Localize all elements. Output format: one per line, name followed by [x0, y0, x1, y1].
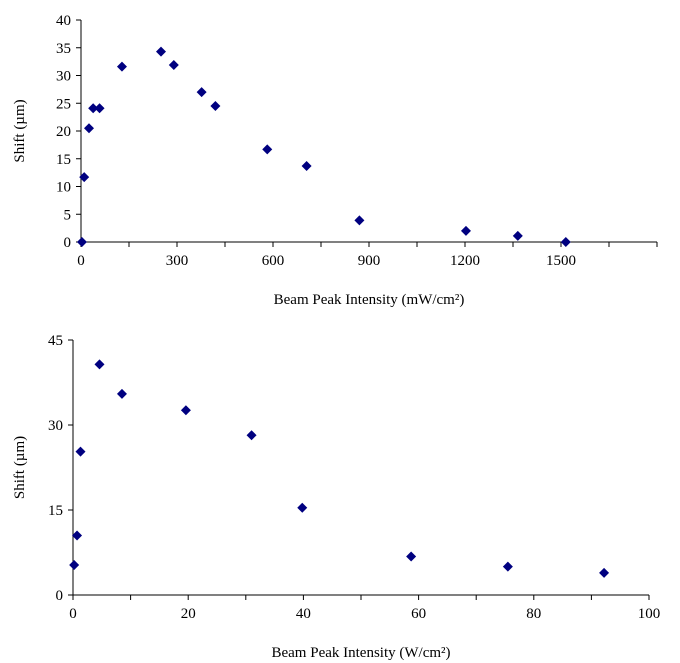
- data-point: [94, 103, 105, 114]
- y-tick-label: 40: [56, 13, 71, 29]
- y-tick-label: 45: [48, 333, 63, 349]
- y-tick-label: 30: [48, 418, 63, 434]
- x-tick-label: 1500: [546, 253, 576, 269]
- data-points: [76, 46, 571, 247]
- y-tick-label: 30: [56, 69, 71, 85]
- x-tick-label: 0: [77, 253, 85, 269]
- x-tick-label: 300: [166, 253, 189, 269]
- x-tick-label: 100: [638, 606, 661, 622]
- x-ticks: 0 300 600 900 1200 1500: [77, 242, 658, 269]
- data-point: [210, 101, 221, 112]
- x-tick-label: 1200: [450, 253, 480, 269]
- y-tick-label: 0: [56, 588, 64, 604]
- data-point: [560, 237, 571, 247]
- data-point: [94, 359, 105, 370]
- data-point: [84, 123, 94, 134]
- data-point: [599, 567, 610, 578]
- y-tick-label: 15: [56, 152, 71, 168]
- data-point: [75, 446, 86, 457]
- data-point: [168, 59, 179, 70]
- data-point: [88, 103, 99, 114]
- y-axis-label: Shift (µm): [12, 436, 28, 499]
- chart-top: 0 5 10 15 20 25 30 35 40 0 300 600 900 1200 1500 Beam…: [12, 13, 658, 308]
- data-point: [301, 160, 312, 171]
- data-point: [69, 559, 80, 570]
- chart-bottom: 0 15 30 45 0 20 40 60 80 100 Beam Peak Intensity…: [12, 333, 660, 661]
- data-point: [502, 561, 513, 572]
- data-points: [69, 359, 610, 578]
- data-point: [116, 61, 127, 72]
- x-tick-label: 80: [526, 606, 541, 622]
- y-axis-label: Shift (µm): [12, 99, 28, 162]
- y-tick-label: 25: [56, 96, 71, 112]
- y-ticks: 0 5 10 15 20 25 30 35 40: [56, 13, 81, 251]
- data-point: [512, 230, 523, 241]
- x-axis-label: Beam Peak Intensity (mW/cm²): [274, 292, 465, 308]
- data-point: [76, 237, 87, 247]
- data-point: [354, 215, 365, 226]
- data-point: [297, 502, 308, 513]
- x-ticks: 0 20 40 60 80 100: [69, 595, 660, 622]
- data-point: [460, 225, 471, 236]
- data-point: [79, 172, 90, 183]
- data-point: [262, 144, 273, 155]
- data-point: [246, 430, 257, 441]
- x-tick-label: 20: [181, 606, 196, 622]
- data-point: [196, 87, 207, 98]
- y-tick-label: 5: [64, 207, 72, 223]
- data-point: [180, 405, 191, 416]
- data-point: [72, 530, 83, 541]
- x-tick-label: 60: [411, 606, 426, 622]
- x-axis-label: Beam Peak Intensity (W/cm²): [271, 645, 450, 661]
- y-tick-label: 20: [56, 124, 71, 140]
- data-point: [406, 551, 417, 562]
- y-tick-label: 35: [56, 41, 71, 57]
- y-tick-label: 10: [56, 180, 71, 196]
- data-point: [116, 388, 127, 399]
- y-tick-label: 15: [48, 503, 63, 519]
- y-ticks: 0 15 30 45: [48, 333, 73, 604]
- x-tick-label: 600: [262, 253, 285, 269]
- data-point: [156, 46, 166, 57]
- x-tick-label: 0: [69, 606, 77, 622]
- x-tick-label: 40: [296, 606, 311, 622]
- x-tick-label: 900: [358, 253, 381, 269]
- y-tick-label: 0: [64, 235, 72, 251]
